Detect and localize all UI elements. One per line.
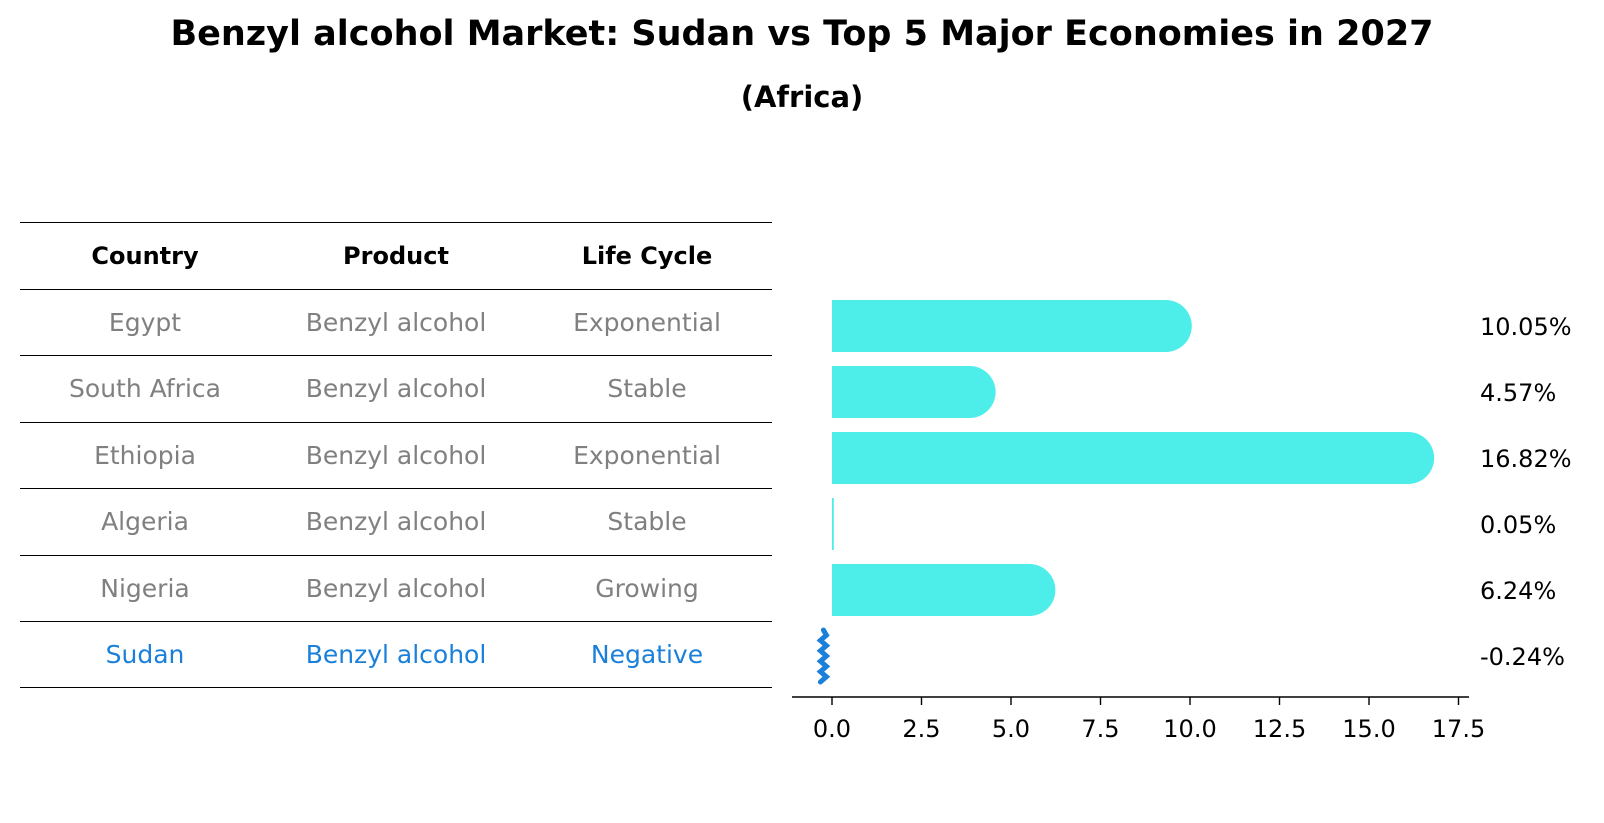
value-label-sudan: -0.24%: [1480, 643, 1565, 671]
product-cell: Benzyl alcohol: [305, 507, 487, 537]
x-tick-label: 17.5: [1432, 715, 1485, 743]
market-table: Country Product Life Cycle Egypt Benzyl …: [20, 222, 772, 688]
x-tick-label: 0.0: [813, 715, 851, 743]
x-axis: 0.0 2.5 5.0 7.5 10.0 12.5 15.0 17.5: [792, 696, 1485, 743]
table-row: South Africa Benzyl alcohol Stable: [20, 355, 772, 422]
header-product: Product: [343, 241, 449, 270]
product-cell: Benzyl alcohol: [305, 440, 487, 470]
country-cell: Nigeria: [100, 573, 190, 603]
bar-nigeria: [832, 564, 1056, 616]
value-label-nigeria: 6.24%: [1480, 577, 1556, 605]
x-tick-label: 2.5: [902, 715, 940, 743]
life-cycle-cell: Exponential: [573, 307, 721, 337]
life-cycle-cell: Stable: [607, 374, 687, 404]
country-cell: South Africa: [69, 374, 221, 404]
bar-egypt: [832, 300, 1192, 352]
x-tick-label: 7.5: [1081, 715, 1119, 743]
country-cell: Sudan: [105, 639, 185, 669]
chart-subtitle: (Africa): [740, 80, 864, 114]
value-label-egypt: 10.05%: [1480, 313, 1572, 341]
x-tick-label: 15.0: [1342, 715, 1395, 743]
table-row-highlighted: Sudan Benzyl alcohol Negative: [20, 621, 772, 688]
table-header-row: Country Product Life Cycle: [20, 222, 772, 289]
bars-layer: 10.05% 4.57% 16.82% 0.05% 6.24% -0.24%: [816, 300, 1572, 685]
table-row: Ethiopia Benzyl alcohol Exponential: [20, 421, 772, 489]
value-label-south-africa: 4.57%: [1480, 379, 1556, 407]
product-cell: Benzyl alcohol: [305, 374, 487, 404]
table-row: Nigeria Benzyl alcohol Growing: [20, 554, 772, 622]
country-cell: Ethiopia: [94, 440, 196, 470]
chart-title: Benzyl alcohol Market: Sudan vs Top 5 Ma…: [170, 14, 1434, 54]
table-row: Algeria Benzyl alcohol Stable: [20, 488, 772, 555]
x-tick-label: 10.0: [1163, 715, 1216, 743]
bar-south-africa: [832, 366, 996, 418]
value-label-algeria: 0.05%: [1480, 511, 1556, 539]
header-country: Country: [91, 241, 199, 270]
life-cycle-cell: Stable: [607, 507, 687, 537]
bar-sudan: [816, 627, 831, 685]
product-cell: Benzyl alcohol: [305, 307, 487, 337]
product-cell: Benzyl alcohol: [305, 573, 487, 603]
life-cycle-cell: Growing: [595, 573, 699, 603]
life-cycle-cell: Negative: [590, 639, 704, 669]
x-tick-label: 12.5: [1253, 715, 1306, 743]
bar-algeria: [832, 498, 834, 550]
value-label-ethiopia: 16.82%: [1480, 445, 1572, 473]
header-life-cycle: Life Cycle: [581, 241, 713, 270]
bar-ethiopia: [832, 432, 1435, 484]
life-cycle-cell: Exponential: [573, 440, 721, 470]
country-cell: Egypt: [108, 307, 182, 337]
product-cell: Benzyl alcohol: [305, 639, 487, 669]
table-row: Egypt Benzyl alcohol Exponential: [20, 288, 772, 356]
x-tick-label: 5.0: [992, 715, 1030, 743]
country-cell: Algeria: [101, 507, 189, 537]
